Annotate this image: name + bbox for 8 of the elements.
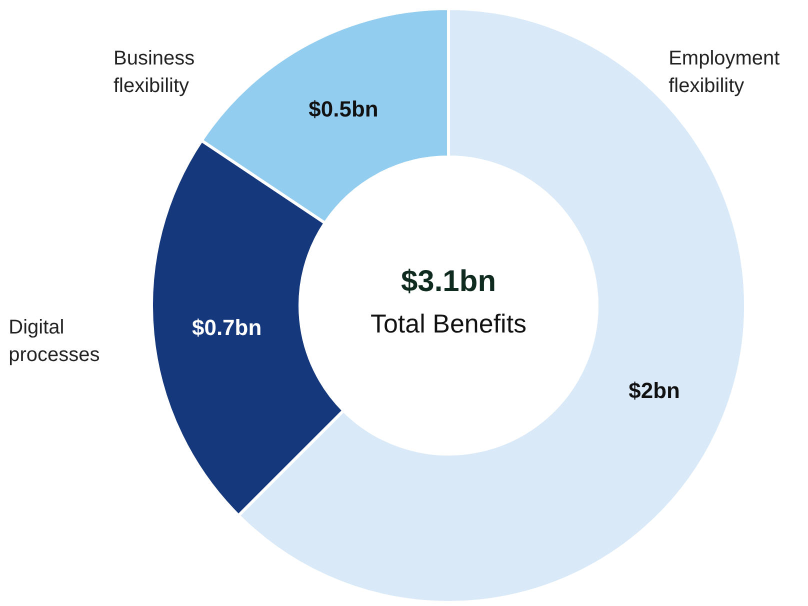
slice-label: Employment flexibility — [668, 47, 780, 97]
slice-label: Business flexibility — [113, 47, 195, 97]
text: $3.1bn — [400, 265, 496, 298]
data-label: $2bn — [628, 378, 680, 404]
data-label: $0.7bn — [192, 314, 262, 340]
text: Total Benefits — [370, 308, 527, 338]
data-label: $0.5bn — [308, 96, 378, 122]
slice-label: Digital processes — [8, 316, 100, 366]
